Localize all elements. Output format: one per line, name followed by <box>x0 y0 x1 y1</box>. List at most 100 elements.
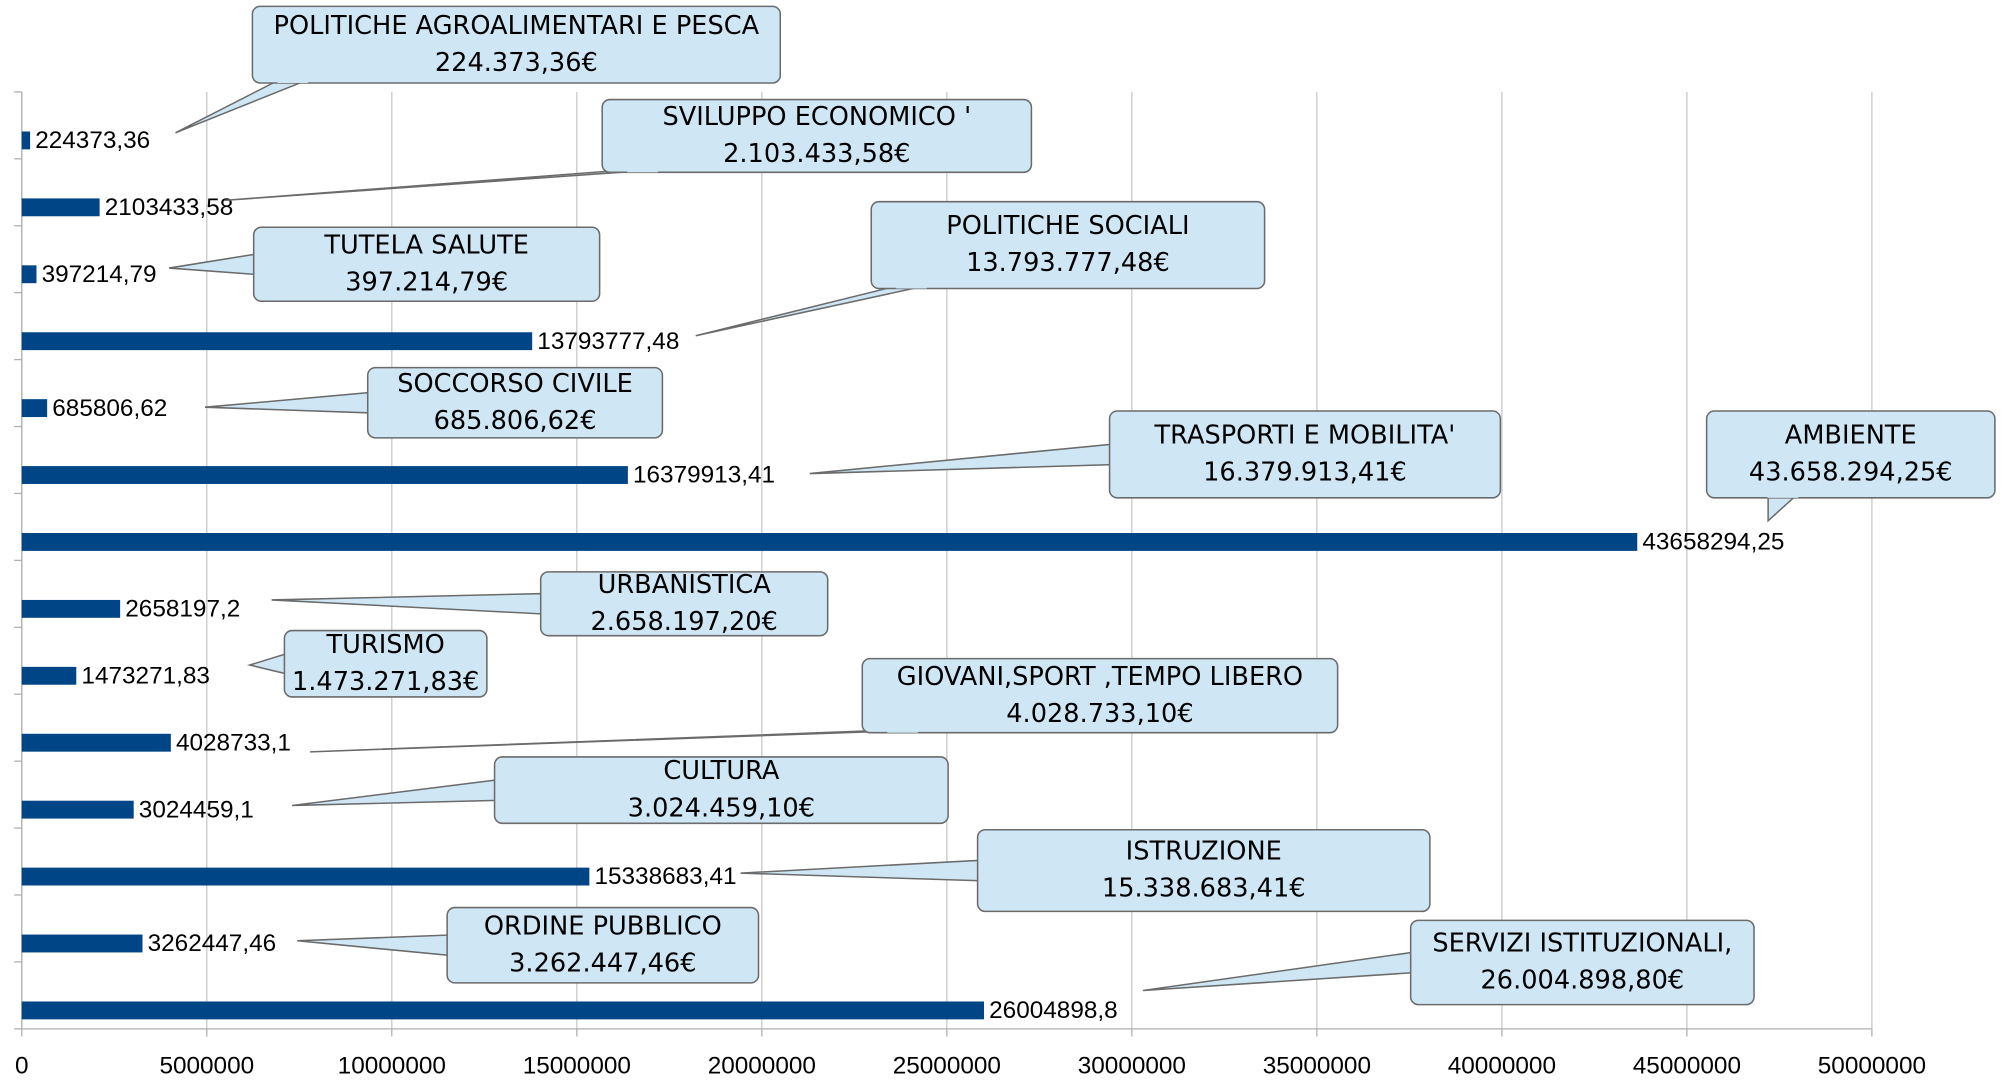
callout-pointer <box>204 391 372 414</box>
callout-pointer <box>1767 494 1799 523</box>
callout-name: TURISMO <box>326 630 445 660</box>
callout-value: 16.379.913,41€ <box>1203 458 1407 488</box>
callout-joint <box>1111 442 1115 466</box>
x-tick-label: 30000000 <box>1078 1053 1186 1080</box>
callout-box <box>446 906 760 984</box>
callout-name: ISTRUZIONE <box>1126 837 1282 867</box>
callout-name: CULTURA <box>663 756 780 786</box>
callout-box <box>1409 919 1755 1006</box>
callout-joint <box>979 859 983 883</box>
callout-joint <box>255 252 259 276</box>
value-label: 3262447,46 <box>148 930 277 957</box>
callout-box <box>601 98 1033 174</box>
callout-name: GIOVANI,SPORT ,TEMPO LIBERO <box>897 662 1303 692</box>
callout-value: 3.262.447,46€ <box>509 948 696 978</box>
bar <box>21 265 37 284</box>
value-label: 2658197,2 <box>125 596 240 623</box>
callout-name: POLITICHE SOCIALI <box>946 211 1189 241</box>
callout-joint <box>277 79 309 83</box>
callout-box <box>366 366 664 439</box>
callout-joint <box>1767 493 1799 498</box>
callout-box <box>283 629 488 698</box>
callout-box <box>976 828 1431 913</box>
bar <box>21 666 77 685</box>
callout-value: 26.004.898,80€ <box>1481 966 1685 996</box>
callout-value: 43.658.294,25€ <box>1749 458 1953 488</box>
x-tick-label: 25000000 <box>893 1053 1001 1080</box>
value-label: 685806,62 <box>52 395 167 422</box>
callout-name: AMBIENTE <box>1785 421 1917 451</box>
value-label: 13793777,48 <box>537 328 679 355</box>
callout-pointer <box>175 79 307 134</box>
callout-joint <box>496 778 500 802</box>
callout-box <box>251 5 782 84</box>
value-label: 16379913,41 <box>633 462 775 489</box>
callout-box <box>1705 410 1996 499</box>
callout-joint <box>896 284 927 289</box>
x-tick-label: 50000000 <box>1818 1053 1926 1080</box>
callout-box <box>870 200 1266 290</box>
callout-joint <box>887 728 919 733</box>
bar <box>21 399 48 418</box>
callout-box <box>861 657 1339 734</box>
value-label: 43658294,25 <box>1642 529 1784 556</box>
callout-box <box>1108 410 1502 499</box>
bar <box>21 466 628 484</box>
x-tick-label: 45000000 <box>1633 1053 1741 1080</box>
callout-name: TUTELA SALUTE <box>323 230 529 260</box>
value-label: 15338683,41 <box>594 863 736 890</box>
callout-joint <box>449 933 452 957</box>
callout-value: 685.806,62€ <box>434 406 597 436</box>
x-tick-label: 0 <box>15 1053 29 1080</box>
callout-value: 1.473.271,83€ <box>292 667 479 697</box>
bar <box>21 131 31 150</box>
x-tick-label: 20000000 <box>708 1053 816 1080</box>
value-label: 1473271,83 <box>81 663 210 690</box>
value-label: 4028733,1 <box>176 729 291 756</box>
callout-pointer <box>310 729 917 753</box>
callout-value: 4.028.733,10€ <box>1006 699 1193 729</box>
callout-box <box>493 756 949 825</box>
value-label: 224373,36 <box>35 127 150 154</box>
callout-value: 2.103.433,58€ <box>723 139 910 169</box>
bar <box>21 198 100 217</box>
x-tick-label: 35000000 <box>1263 1053 1371 1080</box>
callout-value: 224.373,36€ <box>435 48 598 78</box>
callout-name: SVILUPPO ECONOMICO ' <box>662 102 971 132</box>
callout-box <box>539 571 829 637</box>
value-label: 2103433,58 <box>105 194 234 221</box>
bar <box>21 332 533 351</box>
callout-pointer <box>297 934 451 957</box>
callout-value: 3.024.459,10€ <box>628 793 815 823</box>
callout-joint <box>627 168 658 173</box>
x-tick-label: 10000000 <box>338 1053 446 1080</box>
callout-name: URBANISTICA <box>598 570 772 600</box>
callout-joint <box>286 652 289 676</box>
callout-name: TRASPORTI E MOBILITA' <box>1154 421 1456 451</box>
callout-pointer <box>224 169 657 202</box>
callout-value: 15.338.683,41€ <box>1102 874 1306 904</box>
bar <box>21 1001 985 1020</box>
callout-pointer <box>695 285 926 337</box>
bar <box>21 800 134 819</box>
callout-value: 397.214,79€ <box>345 267 508 297</box>
callout-pointer <box>292 779 498 807</box>
callout-pointer <box>169 253 258 276</box>
bar <box>21 934 143 953</box>
callout-name: ORDINE PUBBLICO <box>484 911 722 941</box>
bar <box>21 733 171 752</box>
value-label: 3024459,1 <box>139 796 254 823</box>
callout-name: SOCCORSO CIVILE <box>397 369 633 399</box>
x-tick-label: 5000000 <box>159 1053 254 1080</box>
x-tick-label: 40000000 <box>1448 1053 1556 1080</box>
callout-name: SERVIZI ISTITUZIONALI, <box>1432 929 1732 959</box>
callout-pointer <box>740 859 981 882</box>
bar <box>21 599 121 618</box>
value-label: 26004898,8 <box>989 997 1118 1024</box>
callout-joint <box>1412 950 1416 974</box>
x-tick-label: 15000000 <box>523 1053 631 1080</box>
callout-joint <box>542 592 546 616</box>
callout-box <box>252 226 601 303</box>
callout-pointer <box>1142 951 1414 992</box>
